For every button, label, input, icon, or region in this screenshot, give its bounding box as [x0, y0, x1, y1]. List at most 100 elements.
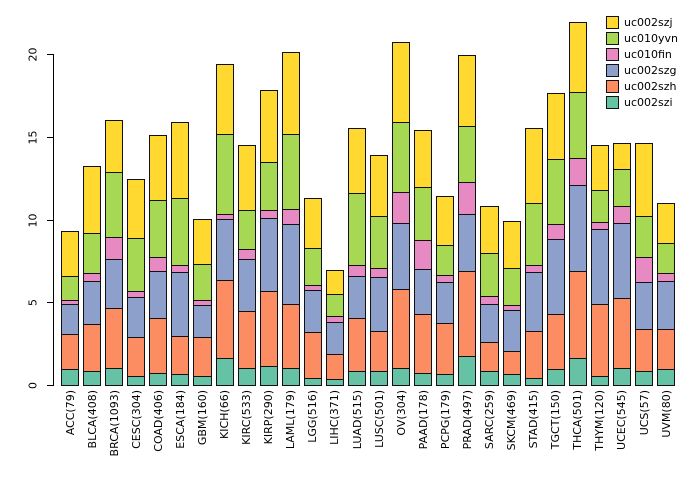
bar-segment-uc002szi	[635, 371, 654, 386]
x-axis-labels: ACC(79) BLCA(408) BRCA(1093) CESC(304) COAD(…	[54, 386, 682, 478]
y-tick	[47, 54, 54, 56]
legend: uc002szj uc010yvn uc010fin uc002szg uc002szh…	[605, 16, 678, 109]
bar-segment-uc002szi	[127, 376, 146, 386]
legend-label: uc002szh	[623, 80, 677, 93]
bar-segment-uc002szh	[325, 353, 345, 381]
x-axis-label: BLCA(408)	[85, 390, 99, 449]
bar-segment-uc002szi	[149, 372, 168, 386]
stacked-bar	[215, 14, 234, 386]
bar-segment-uc002szj	[215, 63, 234, 135]
bar-segment-uc002szg	[303, 290, 322, 334]
bar-segment-uc002szi	[568, 357, 587, 386]
bar-segment-uc010yvn	[127, 237, 146, 293]
bar-segment-uc010fin	[414, 240, 433, 270]
bar-segment-uc002szi	[458, 356, 477, 386]
bar-segment-uc002szi	[105, 367, 124, 386]
bar-segment-uc010fin	[635, 256, 654, 284]
x-axis-label: OV(304)	[394, 390, 408, 436]
bar-segment-uc002szg	[392, 222, 411, 291]
bar-segment-uc002szg	[259, 217, 278, 293]
x-axis-label: SKCM(469)	[505, 390, 519, 451]
bar-segment-uc002szg	[370, 277, 389, 332]
legend-label: uc010fin	[623, 48, 672, 61]
x-axis-label: TGCT(150)	[549, 390, 563, 450]
bar-segment-uc010fin	[392, 192, 411, 224]
bar-segment-uc010fin	[546, 223, 565, 241]
x-axis-label: LAML(179)	[284, 390, 298, 450]
bar-segment-uc002szg	[127, 297, 146, 339]
bar-segment-uc002szg	[635, 282, 654, 331]
bar-segment-uc002szg	[436, 282, 455, 324]
bar-segment-uc002szg	[193, 305, 212, 339]
stacked-bar	[281, 14, 300, 386]
bar-segment-uc002szj	[370, 154, 389, 218]
bar-segment-uc010yvn	[392, 122, 411, 194]
bar-segment-uc010yvn	[524, 203, 543, 267]
bar-segment-uc002szj	[458, 55, 477, 127]
bar-segment-uc002szi	[281, 367, 300, 386]
y-tick-label: 20	[26, 47, 40, 62]
bar-segment-uc002szh	[281, 304, 300, 369]
bar-segment-uc010yvn	[348, 193, 367, 267]
bar-segment-uc002szi	[325, 379, 345, 386]
bar-segment-uc002szh	[149, 317, 168, 374]
bar-segment-uc002szi	[480, 371, 499, 386]
x-axis-label: COAD(406)	[151, 390, 165, 452]
bar-segment-uc010fin	[568, 157, 587, 186]
bar-segment-uc002szj	[281, 52, 300, 135]
bar-segment-uc002szi	[303, 377, 322, 386]
x-axis-label: LIHC(371)	[328, 390, 342, 445]
legend-item: uc002szg	[605, 64, 678, 77]
bar-segment-uc002szj	[61, 230, 80, 277]
stacked-bar	[414, 14, 433, 386]
bar-segment-uc002szi	[612, 367, 632, 386]
bar-segment-uc002szg	[414, 268, 433, 316]
bar-segment-uc002szh	[502, 350, 521, 376]
bar-segment-uc010yvn	[61, 275, 80, 301]
x-axis-label: GBM(160)	[196, 390, 209, 446]
stacked-bar	[149, 14, 168, 386]
bar-segment-uc010yvn	[259, 161, 278, 212]
legend-swatch	[605, 64, 619, 77]
bar-segment-uc010fin	[458, 182, 477, 216]
stacked-bar	[348, 14, 367, 386]
bar-segment-uc002szh	[568, 271, 587, 359]
bar-segment-uc002szh	[237, 310, 256, 369]
bar-segment-uc002szj	[193, 219, 212, 266]
bar-segment-uc010yvn	[436, 244, 455, 276]
bar-segment-uc002szh	[436, 322, 455, 376]
bar-segment-uc002szi	[414, 372, 433, 386]
bar-segment-uc010yvn	[303, 247, 322, 286]
bar-segment-uc002szg	[83, 280, 102, 326]
y-tick	[47, 385, 54, 386]
bar-segment-uc002szi	[590, 376, 609, 386]
bar-segment-uc002szg	[612, 222, 632, 299]
bar-segment-uc002szj	[325, 270, 345, 296]
bar-segment-uc002szi	[392, 367, 411, 386]
stacked-bar	[546, 14, 565, 386]
bar-segment-uc002szh	[370, 330, 389, 373]
x-axis-label: BRCA(1093)	[107, 390, 121, 457]
bar-segment-uc002szg	[524, 272, 543, 332]
legend-swatch	[605, 48, 619, 61]
stacked-bar	[502, 14, 521, 386]
legend-item: uc002szj	[605, 16, 678, 29]
stacked-bar	[83, 14, 102, 386]
x-axis-label: SARC(259)	[483, 390, 497, 450]
stacked-bar	[370, 14, 389, 386]
x-axis-label: LUAD(515)	[350, 390, 364, 450]
bar-segment-uc002szg	[149, 270, 168, 319]
legend-swatch	[605, 96, 619, 109]
x-axis-label: LUSC(501)	[372, 390, 386, 448]
bar-segment-uc002szj	[127, 179, 146, 239]
x-axis-label: KIRP(290)	[262, 390, 276, 445]
y-tick	[47, 137, 54, 138]
bar-segment-uc010yvn	[657, 242, 676, 275]
bar-segment-uc002szi	[171, 374, 190, 386]
stacked-bar	[325, 14, 345, 386]
bar-segment-uc002szh	[524, 330, 543, 379]
stacked-bar	[590, 14, 609, 386]
bar-segment-uc002szh	[458, 271, 477, 358]
bar-segment-uc002szj	[436, 195, 455, 246]
